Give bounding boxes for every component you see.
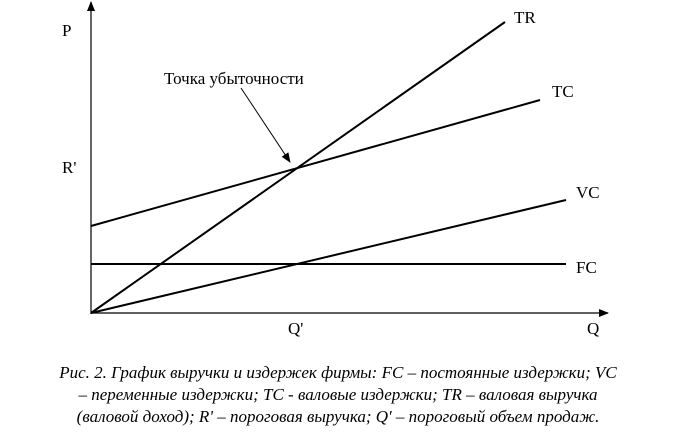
q-threshold-label: Q': [288, 319, 303, 338]
caption-line-1: Рис. 2. График выручки и издержек фирмы:…: [59, 363, 617, 382]
annotation-label: Точка убыточности: [164, 69, 304, 88]
break-even-diagram: P Q R' Q' TR TC VC FC Точка убыточности: [62, 1, 609, 338]
tr-label: TR: [514, 8, 536, 27]
vc-line: [90, 199, 567, 314]
x-axis-label: Q: [587, 319, 599, 338]
caption-line-3: (валовой доход); R' – пороговая выручка;…: [76, 407, 600, 426]
tc-label: TC: [552, 82, 574, 101]
fc-label: FC: [576, 258, 597, 277]
annotation-arrow: [240, 87, 291, 163]
r-threshold-label: R': [62, 158, 76, 177]
vc-label: VC: [576, 183, 600, 202]
figure-caption: Рис. 2. График выручки и издержек фирмы:…: [0, 362, 676, 428]
y-axis-label: P: [62, 21, 71, 40]
caption-line-2: – переменные издержки; TC - валовые изде…: [78, 385, 598, 404]
tc-line: [90, 99, 541, 227]
